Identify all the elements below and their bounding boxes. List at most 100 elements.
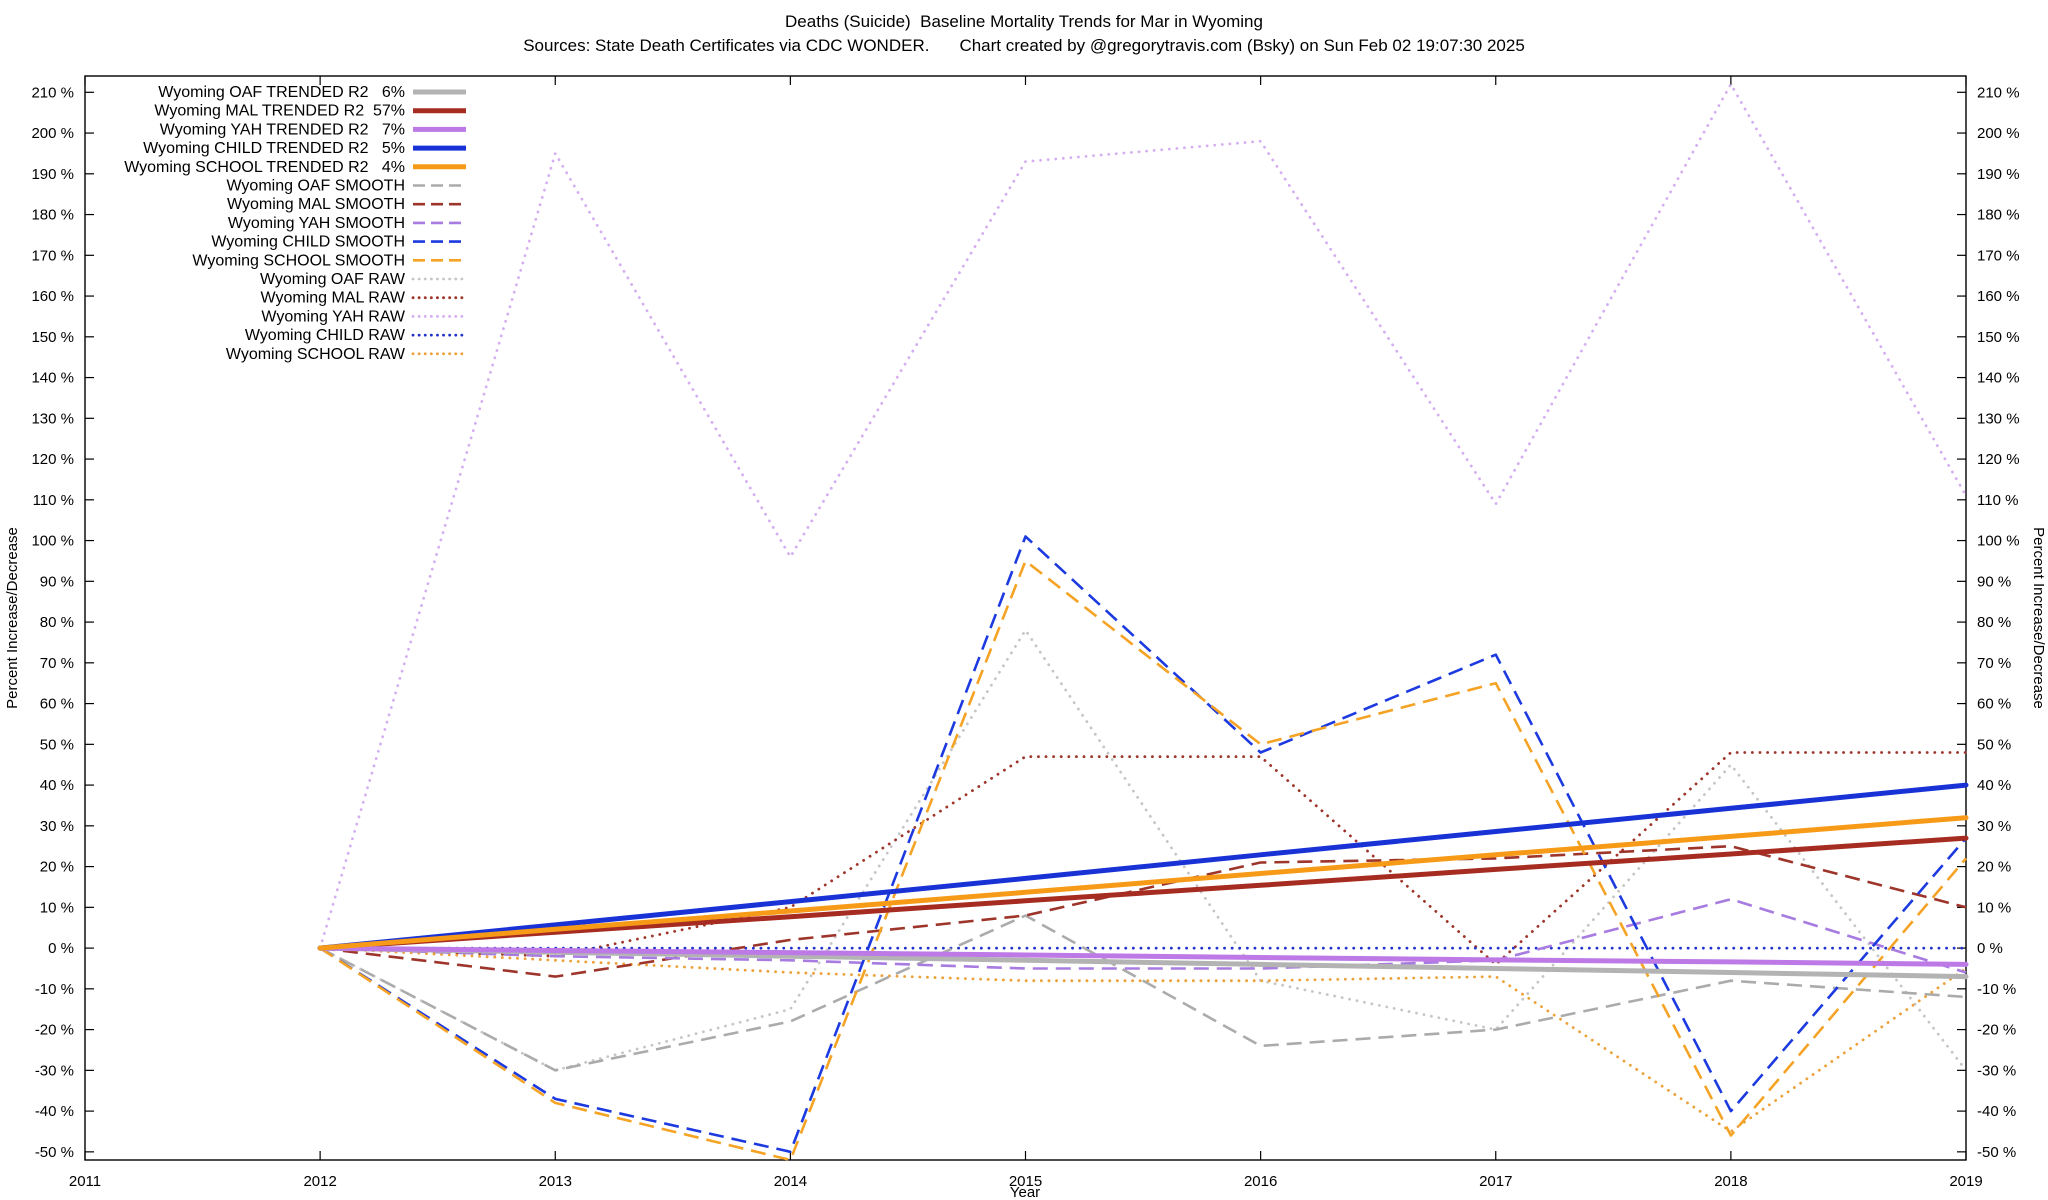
legend-label-wyoming-school-raw: Wyoming SCHOOL RAW [226,346,406,363]
legend-label-wyoming-mal-raw: Wyoming MAL RAW [261,290,406,307]
y-tick-label-right: -50 % [1977,1144,2016,1161]
y-tick-label-right: 70 % [1977,655,2011,672]
x-tick-label: 2017 [1479,1173,1512,1190]
y-tick-label-left: 30 % [40,818,74,835]
y-tick-label-left: 190 % [31,166,74,183]
legend-label-wyoming-school-smooth: Wyoming SCHOOL SMOOTH [192,252,405,269]
y-tick-label-left: 80 % [40,614,74,631]
y-tick-label-left: 210 % [31,84,74,101]
x-tick-label: 2013 [539,1173,572,1190]
y-tick-label-left: 170 % [31,247,74,264]
series-line-wyoming-oaf-raw [318,628,1968,1072]
y-tick-label-left: -20 % [35,1022,74,1039]
y-axis-label-right: Percent Increase/Decrease [2030,527,2047,709]
x-tick-label: 2015 [1009,1173,1042,1190]
x-tick-label: 2019 [1949,1173,1982,1190]
y-tick-label-right: 100 % [1977,533,2020,550]
legend-label-wyoming-yah-raw: Wyoming YAH RAW [261,308,405,325]
y-tick-label-right: 60 % [1977,696,2011,713]
y-tick-label-right: 170 % [1977,247,2020,264]
legend-label-wyoming-child-raw: Wyoming CHILD RAW [245,327,406,344]
y-tick-label-right: 30 % [1977,818,2011,835]
y-tick-label-right: 10 % [1977,899,2011,916]
y-tick-label-right: 210 % [1977,84,2020,101]
series-line-wyoming-school-raw [318,946,1968,1133]
legend-label-wyoming-oaf-raw: Wyoming OAF RAW [260,271,406,288]
y-tick-label-left: 50 % [40,736,74,753]
series-line-wyoming-yah-trended [317,945,1969,967]
chart-legend: Wyoming OAF TRENDED R2 6% Wyoming MAL TRE… [124,84,468,363]
chart-subtitle: Sources: State Death Certificates via CD… [0,36,2048,56]
y-tick-label-right: 140 % [1977,370,2020,387]
series-line-wyoming-child-trended [317,782,1969,951]
y-tick-label-left: -30 % [35,1062,74,1079]
y-tick-label-left: 0 % [48,940,74,957]
y-axis-label-left: Percent Increase/Decrease [4,527,21,709]
y-tick-label-left: 40 % [40,777,74,794]
x-tick-label: 2012 [303,1173,336,1190]
series-line-wyoming-oaf-smooth [319,914,1967,1072]
x-tick-label: 2011 [69,1173,101,1190]
chart-source-note: Sources: State Death Certificates via CD… [523,36,930,55]
series-line-wyoming-school-trended [317,815,1969,951]
y-tick-label-left: 70 % [40,655,74,672]
legend-label-wyoming-child-smooth: Wyoming CHILD SMOOTH [211,234,405,251]
y-tick-label-right: 120 % [1977,451,2020,468]
y-tick-label-right: 150 % [1977,329,2020,346]
legend-label-wyoming-oaf-trended: Wyoming OAF TRENDED R2 6% [158,84,405,101]
legend-label-wyoming-mal-smooth: Wyoming MAL SMOOTH [227,196,405,213]
y-tick-label-right: 90 % [1977,573,2011,590]
series-line-wyoming-school-smooth [319,559,1967,1162]
series-line-wyoming-mal-trended [317,835,1969,951]
x-tick-label: 2016 [1244,1173,1277,1190]
series-line-wyoming-mal-smooth [319,844,1967,978]
y-tick-label-right: 180 % [1977,207,2020,224]
y-tick-label-right: -10 % [1977,981,2016,998]
y-tick-label-right: 130 % [1977,410,2020,427]
y-tick-label-left: 110 % [33,492,74,509]
y-tick-label-right: -40 % [1977,1103,2016,1120]
y-tick-label-right: 110 % [1977,492,2018,509]
y-tick-label-left: -10 % [35,981,74,998]
x-axis-label: Year [1010,1184,1040,1200]
legend-label-wyoming-mal-trended: Wyoming MAL TRENDED R2 57% [154,103,405,120]
y-tick-label-right: -20 % [1977,1022,2016,1039]
y-tick-label-left: 10 % [40,899,74,916]
series-line-wyoming-yah-raw [318,82,1968,950]
plot-area: -50 % -50 % -40 % -40 % -30 % -30 % -20 % -20 %… [31,75,2020,1190]
chart-title: Deaths (Suicide) Baseline Mortality Tren… [785,12,1263,31]
y-tick-label-left: 120 % [31,451,74,468]
legend-label-wyoming-child-trended: Wyoming CHILD TRENDED R2 5% [143,140,405,157]
series-line-wyoming-child-smooth [319,535,1967,1154]
legend-label-wyoming-yah-trended: Wyoming YAH TRENDED R2 7% [160,121,405,138]
y-tick-label-left: 60 % [40,696,74,713]
y-tick-label-left: 130 % [31,410,74,427]
legend-label-wyoming-school-trended: Wyoming SCHOOL TRENDED R2 4% [124,159,405,176]
legend-label-wyoming-yah-smooth: Wyoming YAH SMOOTH [228,215,405,232]
chart-credit-note: Chart created by @gregorytravis.com (Bsk… [959,36,1525,55]
y-tick-label-left: 200 % [31,125,74,142]
y-tick-label-left: 180 % [31,207,74,224]
y-tick-label-left: 100 % [31,533,74,550]
y-tick-label-left: -40 % [35,1103,74,1120]
y-tick-label-left: 90 % [40,573,74,590]
y-tick-label-right: 20 % [1977,859,2011,876]
y-tick-label-right: 200 % [1977,125,2020,142]
y-tick-label-left: 160 % [31,288,74,305]
x-tick-label: 2014 [774,1173,807,1190]
y-tick-label-left: 20 % [40,859,74,876]
y-tick-label-left: -50 % [35,1144,74,1161]
y-tick-label-left: 150 % [31,329,74,346]
y-tick-label-right: 40 % [1977,777,2011,794]
y-tick-label-right: 80 % [1977,614,2011,631]
x-tick-label: 2018 [1714,1173,1747,1190]
y-tick-label-left: 140 % [31,370,74,387]
y-tick-label-right: 190 % [1977,166,2020,183]
y-tick-label-right: -30 % [1977,1062,2016,1079]
legend-label-wyoming-oaf-smooth: Wyoming OAF SMOOTH [226,178,405,195]
y-tick-label-right: 50 % [1977,736,2011,753]
y-tick-label-right: 0 % [1977,940,2003,957]
y-tick-label-right: 160 % [1977,288,2020,305]
